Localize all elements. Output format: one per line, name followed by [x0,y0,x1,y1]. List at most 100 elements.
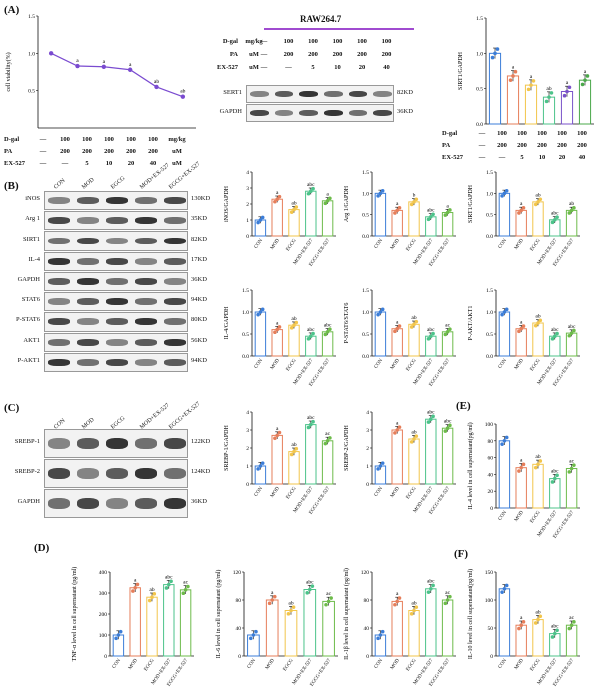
treatment-value: 40 [149,160,157,167]
bar [391,209,403,237]
significance-label: ab [411,600,416,606]
x-tick-label: EGCG [530,658,542,672]
significance-label: a [520,457,523,463]
bar [305,424,317,485]
data-point [181,591,186,596]
treatment-value: 100 [537,130,547,137]
bar [408,323,420,357]
data-point [323,332,328,337]
data-point [169,579,173,584]
data-point [131,589,135,593]
y-tick-label: 0.5 [486,213,493,219]
treatment-value: 200 [104,148,114,155]
blot-band [48,438,71,449]
y-tick-label: 0.0 [486,354,493,360]
data-point [133,585,137,590]
treatment-value: 20 [127,160,135,167]
blot-band [134,438,157,449]
data-point [511,74,515,78]
data-point [397,206,402,210]
cell-line-title: RAW264.7 [300,14,342,24]
data-point [513,69,518,74]
significance-label: a [76,58,79,64]
bar [578,79,592,125]
x-tick-label: CON [247,658,257,670]
data-point [445,330,450,334]
blot-kd-label: 122KD [191,438,211,445]
blot-band [299,109,319,117]
data-point [309,189,313,193]
data-point [533,202,538,207]
bar [288,324,300,357]
y-axis-label: IL-10 level in cell supernatant(pg/ml) [467,569,474,659]
blot-band [323,109,343,117]
bar [498,192,511,237]
blot-band [163,217,186,225]
data-point [147,598,152,603]
data-point [305,591,310,595]
treatment-value: 100 [357,38,367,45]
data-point [536,200,540,204]
data-point [289,326,294,330]
treatment-name: EX-527 [4,160,25,167]
blot-band [249,90,269,98]
data-point [409,202,414,207]
western-blot-b: iNOS 130KD Arg 1 35KD SIRT1 82KD IL-4 17KD GAPDH… [16,190,210,372]
data-point [500,442,504,446]
x-tick-label: CON [498,358,508,370]
blot-row [44,292,188,312]
data-point [533,323,538,328]
data-point [508,78,513,82]
y-tick-label: 150 [485,570,494,576]
y-tick-label: 3 [246,428,249,434]
blot-kd-label: 36KD [191,276,207,283]
panel-label-d: (D) [34,542,50,554]
treatment-value: 20 [358,64,366,71]
blot-band [163,318,186,326]
y-tick-label: 40 [364,626,370,632]
panel-label-e: (E) [456,400,471,412]
bar [408,438,420,485]
y-tick-label: 1.5 [486,170,493,176]
blot-band [274,109,294,117]
series-line [50,52,184,98]
x-tick-label: CON [254,238,264,250]
data-point [431,331,435,336]
data-point [180,94,186,99]
y-tick-label: 80 [364,598,370,604]
significance-label: ac [183,580,188,586]
data-point [521,462,526,467]
significance-label: a [520,615,523,621]
x-tick-label: EGCG [286,486,298,500]
data-point [448,208,452,212]
blot-band [77,498,100,509]
significance-label: abc [427,327,435,333]
y-tick-label: 1.5 [476,16,483,22]
data-point [538,459,543,463]
data-point [553,334,557,338]
significance-label: a [276,190,279,196]
treatment-value: — [39,160,47,167]
bar [441,427,454,485]
blot-kd-label: 94KD [191,296,207,304]
y-tick-label: 1.5 [362,170,369,176]
blot-band [373,109,393,117]
y-tick-label: 0 [246,482,249,488]
blot-band [249,109,269,117]
blot-band [134,257,157,265]
y-tick-label: 80 [488,439,494,445]
blot-band [106,217,128,225]
treatment-value: 5 [311,64,315,71]
blot-kd-label: 82KD [191,235,207,243]
data-point [533,621,538,625]
data-point [443,213,448,217]
data-point [289,210,294,214]
chart-arg1: Arg 1/GAPDH0.00.51.01.5CONaMODbEGCGabcMO… [344,170,456,268]
data-point [256,220,260,225]
bar [532,463,544,509]
blot-band [134,338,157,346]
blot-band [77,278,100,285]
blot-kd-label: 36KD [397,107,413,115]
data-point [310,584,315,588]
blot-band [106,338,128,346]
